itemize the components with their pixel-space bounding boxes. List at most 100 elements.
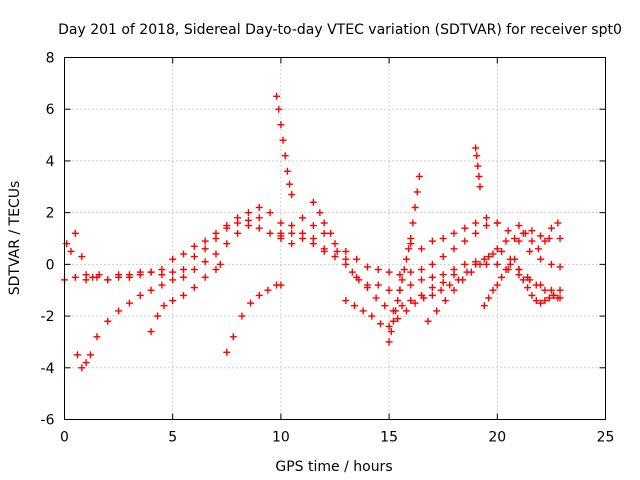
- data-point: [353, 255, 361, 263]
- data-point: [368, 312, 376, 320]
- data-point: [78, 253, 86, 261]
- data-point: [545, 294, 553, 302]
- x-tick-label: 15: [380, 430, 398, 446]
- data-point: [180, 273, 188, 281]
- data-point: [273, 92, 281, 100]
- data-point: [212, 266, 220, 274]
- series-track-F: [273, 92, 296, 199]
- data-point: [82, 359, 90, 367]
- data-point: [428, 237, 436, 245]
- data-point: [537, 299, 545, 307]
- data-point: [125, 273, 133, 281]
- data-point: [154, 312, 162, 320]
- data-point: [160, 302, 168, 310]
- data-point: [489, 286, 497, 294]
- data-point: [550, 291, 558, 299]
- data-point: [78, 364, 86, 372]
- x-axis-label: GPS time / hours: [275, 459, 392, 475]
- data-point: [402, 307, 410, 315]
- data-point: [476, 183, 484, 191]
- data-point: [71, 229, 79, 237]
- data-point: [541, 286, 549, 294]
- data-point: [89, 273, 97, 281]
- data-point: [439, 235, 447, 242]
- data-point: [201, 237, 209, 245]
- data-point: [333, 247, 341, 255]
- data-point: [158, 271, 166, 279]
- data-point: [115, 307, 123, 315]
- data-point: [493, 260, 501, 268]
- data-point: [190, 253, 198, 261]
- data-point: [223, 224, 231, 232]
- data-point: [320, 219, 328, 227]
- data-point: [411, 203, 419, 211]
- data-point: [407, 297, 415, 305]
- data-point: [511, 235, 519, 242]
- data-point: [71, 273, 79, 281]
- data-point: [320, 245, 328, 253]
- data-point: [363, 284, 371, 292]
- data-point: [212, 235, 220, 242]
- chart-title: Day 201 of 2018, Sidereal Day-to-day VTE…: [58, 22, 622, 38]
- data-point: [502, 237, 510, 245]
- y-tick-label: 2: [46, 206, 55, 222]
- data-point: [473, 152, 481, 160]
- data-point: [201, 258, 209, 266]
- data-point: [511, 255, 519, 263]
- data-point: [498, 273, 506, 281]
- data-point: [104, 317, 112, 325]
- data-point: [327, 229, 335, 237]
- data-point: [396, 286, 404, 294]
- data-point: [493, 281, 501, 289]
- y-tick-label: -4: [41, 361, 55, 377]
- x-tick-label: 20: [488, 430, 506, 446]
- data-point: [348, 268, 356, 276]
- data-point: [288, 240, 296, 248]
- data-point: [283, 167, 291, 175]
- data-point: [385, 338, 393, 346]
- data-point: [450, 245, 458, 253]
- data-point: [413, 188, 421, 196]
- data-point: [255, 224, 263, 232]
- data-point: [526, 247, 534, 255]
- data-point: [472, 219, 480, 227]
- data-point: [437, 286, 445, 294]
- data-point: [136, 271, 144, 279]
- data-point: [541, 237, 549, 245]
- series-track-L: [407, 214, 501, 253]
- data-point: [461, 260, 469, 268]
- data-point: [554, 219, 562, 227]
- data-point: [316, 209, 324, 217]
- data-point: [534, 245, 542, 253]
- data-point: [385, 286, 393, 294]
- data-point: [93, 333, 101, 341]
- data-point: [407, 268, 415, 276]
- data-point: [428, 284, 436, 292]
- data-point: [244, 222, 252, 230]
- series-track-O: [480, 255, 562, 310]
- data-point: [493, 219, 501, 227]
- data-point: [418, 276, 426, 284]
- data-point: [409, 219, 417, 227]
- data-point: [266, 209, 274, 217]
- data-point: [359, 307, 367, 315]
- data-point: [407, 240, 415, 248]
- plot-frame: [64, 57, 606, 420]
- data-point: [392, 307, 400, 315]
- data-point: [515, 222, 523, 230]
- data-point: [467, 268, 475, 276]
- data-point: [264, 286, 272, 294]
- data-point: [428, 260, 436, 268]
- data-marks: [61, 92, 564, 372]
- data-point: [244, 209, 252, 217]
- data-point: [158, 281, 166, 289]
- data-point: [387, 328, 395, 336]
- series-track-D: [147, 260, 224, 336]
- data-point: [433, 307, 441, 315]
- data-point: [515, 266, 523, 274]
- data-point: [234, 219, 242, 227]
- series-track-N: [472, 144, 484, 191]
- data-point: [450, 286, 458, 294]
- data-point: [556, 235, 564, 242]
- data-point: [190, 284, 198, 292]
